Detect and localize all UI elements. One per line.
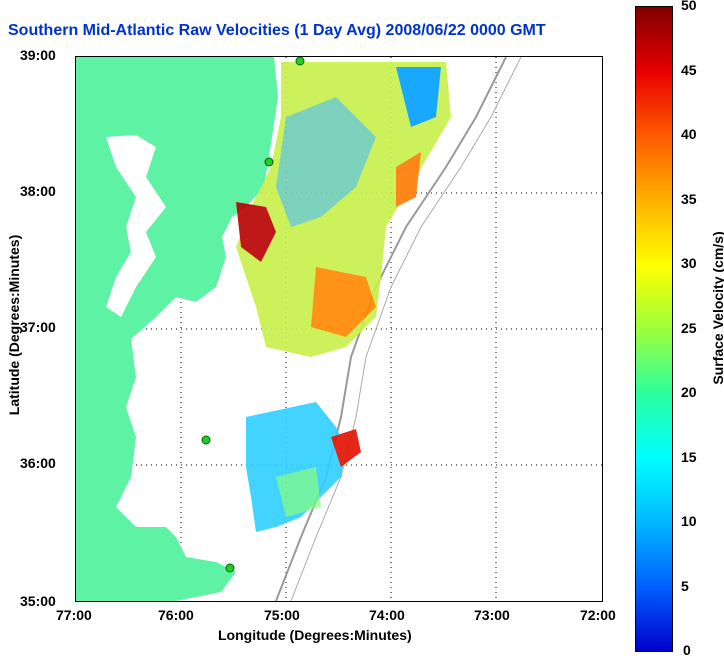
y-tick: 38:00 [20,183,56,199]
x-tick: 77:00 [56,607,92,623]
x-tick: 72:00 [580,607,616,623]
y-tick: 35:00 [20,593,56,609]
colorbar-tick: 30 [681,255,697,271]
colorbar-tick: 5 [681,578,689,594]
velocity-field-south [246,402,346,532]
colorbar-tick: 0 [683,642,691,658]
x-tick: 76:00 [158,607,194,623]
colorbar-tick: 15 [681,449,697,465]
y-tick: 39:00 [20,47,56,63]
colorbar-tick: 10 [681,513,697,529]
colorbar-tick: 25 [681,320,697,336]
colorbar [635,6,673,652]
colorbar-tick: 20 [681,384,697,400]
x-tick: 75:00 [264,607,300,623]
y-axis-label: Latitude (Degrees:Minutes) [6,234,22,416]
x-tick: 74:00 [369,607,405,623]
x-tick: 73:00 [474,607,510,623]
map-title: Southern Mid-Atlantic Raw Velocities (1 … [8,22,546,39]
y-tick: 36:00 [20,455,56,471]
colorbar-label: Surface Velocity (cm/s) [710,231,724,385]
colorbar-tick: 50 [681,0,697,13]
y-tick: 37:00 [20,319,56,335]
land-mass [76,57,278,601]
chesapeake-bay [106,135,166,317]
map-plot-area [75,56,603,602]
colorbar-tick: 40 [681,126,697,142]
map-svg [76,57,602,601]
colorbar-tick: 45 [681,62,697,78]
x-axis-label: Longitude (Degrees:Minutes) [218,627,412,643]
colorbar-tick: 35 [681,191,697,207]
